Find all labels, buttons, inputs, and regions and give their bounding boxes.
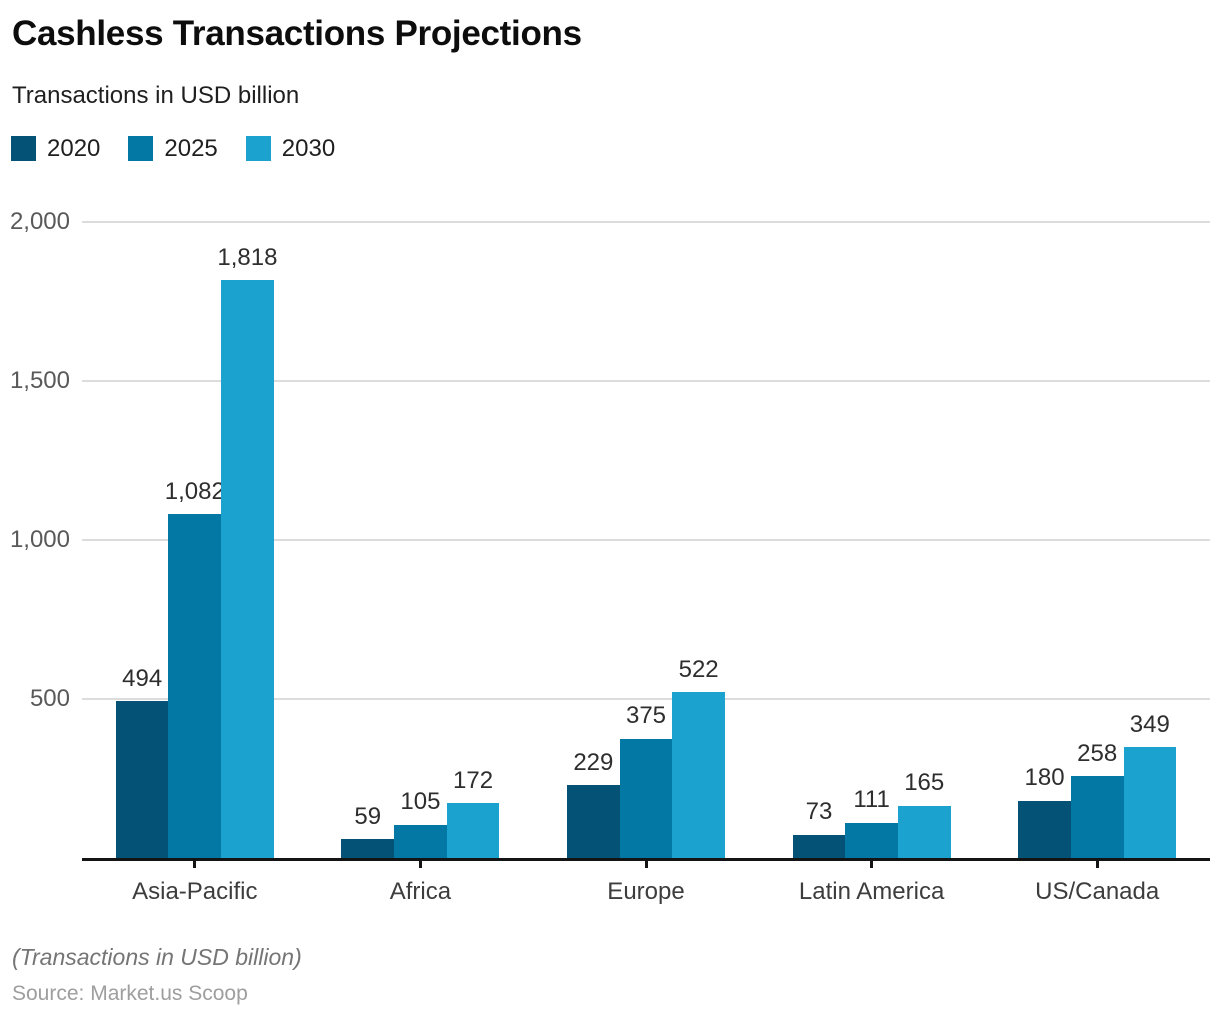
legend-label: 2020: [47, 134, 101, 162]
y-axis-tick-label: 1,500: [9, 367, 70, 394]
legend-item-2025[interactable]: 2025: [128, 134, 218, 162]
bar-africa-2025[interactable]: [394, 824, 447, 858]
bar-europe-2020[interactable]: [567, 785, 620, 858]
value-label-us-canada-2020: 180: [1024, 764, 1065, 792]
value-label-africa-2025: 105: [400, 788, 441, 816]
legend-label: 2025: [164, 134, 218, 162]
value-label-asia-pacific-2025: 1,082: [164, 477, 225, 505]
legend-swatch-2030: [245, 136, 271, 161]
category-label-africa: Africa: [389, 878, 452, 905]
x-axis-tick: [418, 858, 422, 868]
x-axis-tick: [1095, 858, 1099, 868]
x-axis-tick: [870, 858, 874, 868]
bar-us-canada-2030[interactable]: [1123, 747, 1177, 858]
chart-subtitle: Transactions in USD billion: [12, 82, 300, 109]
value-label-europe-2030: 522: [678, 655, 719, 683]
bar-asia-pacific-2020[interactable]: [115, 700, 169, 858]
category-label-latin-america: Latin America: [798, 878, 945, 905]
bar-africa-2020[interactable]: [341, 839, 395, 858]
bar-asia-pacific-2025[interactable]: [168, 513, 222, 858]
y-axis-tick-label: 500: [29, 685, 70, 712]
value-label-asia-pacific-2020: 494: [122, 664, 163, 692]
legend-swatch-2020: [11, 136, 36, 161]
gridline-1000: [82, 539, 1210, 541]
x-axis-tick: [644, 858, 648, 868]
bar-us-canada-2025[interactable]: [1070, 775, 1124, 858]
value-label-latin-america-2020: 73: [805, 798, 833, 826]
bar-latin-america-2030[interactable]: [897, 805, 951, 858]
value-label-africa-2020: 59: [354, 802, 382, 830]
gridline-500: [82, 698, 1210, 700]
legend-item-2030[interactable]: 2030: [245, 134, 336, 162]
x-axis-tick: [193, 858, 197, 868]
gridline-2000: [82, 221, 1210, 223]
bar-europe-2030[interactable]: [672, 692, 725, 858]
value-label-latin-america-2025: 111: [853, 786, 890, 814]
value-label-europe-2020: 229: [573, 748, 614, 776]
footer-note: (Transactions in USD billion): [12, 944, 302, 970]
category-label-europe: Europe: [607, 878, 685, 905]
source-credit: Source: Market.us Scoop: [12, 982, 248, 1005]
chart-legend: 2020 2025 2030: [11, 136, 363, 161]
category-label-asia-pacific: Asia-Pacific: [132, 878, 258, 905]
value-label-us-canada-2025: 258: [1077, 739, 1118, 767]
legend-item-2020[interactable]: 2020: [11, 136, 100, 161]
y-axis-tick-label: 1,000: [9, 526, 70, 553]
value-label-asia-pacific-2030: 1,818: [217, 243, 278, 271]
bar-latin-america-2020[interactable]: [792, 834, 846, 858]
bar-asia-pacific-2030[interactable]: [221, 279, 274, 858]
bar-us-canada-2020[interactable]: [1018, 800, 1071, 858]
gridline-1500: [82, 380, 1210, 382]
y-axis-tick-label: 2,000: [9, 208, 70, 235]
value-label-us-canada-2030: 349: [1129, 710, 1170, 738]
legend-label: 2030: [281, 134, 336, 162]
category-label-us-canada: US/Canada: [1035, 878, 1160, 905]
bar-europe-2025[interactable]: [619, 738, 673, 858]
legend-swatch-2025: [128, 136, 154, 161]
value-label-europe-2025: 375: [625, 702, 667, 730]
chart-title: Cashless Transactions Projections: [12, 14, 582, 53]
bar-africa-2030[interactable]: [446, 803, 500, 858]
value-label-latin-america-2030: 165: [904, 769, 945, 797]
value-label-africa-2030: 172: [453, 766, 494, 794]
bar-latin-america-2025[interactable]: [845, 822, 898, 858]
plot-area: 494 1,082 1,818 59 105 172 229 375 522 73 111 165 18…: [82, 221, 1210, 861]
